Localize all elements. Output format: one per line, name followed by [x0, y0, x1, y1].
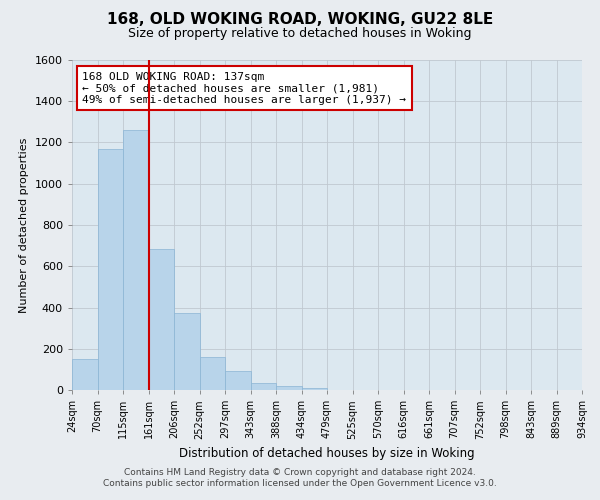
Bar [149, 248, 174, 390]
Y-axis label: Number of detached properties: Number of detached properties [19, 138, 29, 312]
Text: 168, OLD WOKING ROAD, WOKING, GU22 8LE: 168, OLD WOKING ROAD, WOKING, GU22 8LE [107, 12, 493, 28]
X-axis label: Distribution of detached houses by size in Woking: Distribution of detached houses by size … [179, 447, 475, 460]
Text: Size of property relative to detached houses in Woking: Size of property relative to detached ho… [128, 28, 472, 40]
Bar [251, 383, 276, 390]
Bar [199, 357, 225, 390]
Bar [302, 388, 327, 390]
Text: 168 OLD WOKING ROAD: 137sqm
← 50% of detached houses are smaller (1,981)
49% of : 168 OLD WOKING ROAD: 137sqm ← 50% of det… [82, 72, 406, 105]
Bar [97, 148, 123, 390]
Bar [225, 372, 251, 390]
Bar [72, 360, 97, 390]
Text: Contains HM Land Registry data © Crown copyright and database right 2024.
Contai: Contains HM Land Registry data © Crown c… [103, 468, 497, 487]
Bar [123, 130, 149, 390]
Bar [276, 386, 302, 390]
Bar [174, 312, 199, 390]
